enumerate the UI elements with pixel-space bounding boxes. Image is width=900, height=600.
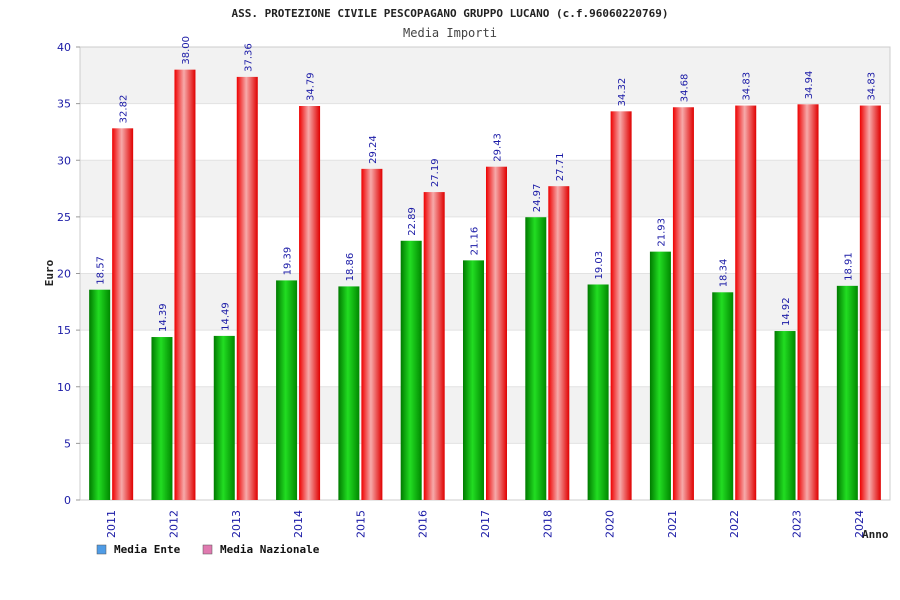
y-tick-label: 30 [57, 154, 71, 167]
y-tick-label: 25 [57, 211, 71, 224]
x-tick-label-2023: 2023 [791, 510, 804, 538]
data-label-media-nazionale-2017: 29.43 [493, 133, 504, 162]
x-axis-label: Anno [862, 528, 889, 541]
x-tick-label-2017: 2017 [479, 510, 492, 538]
x-tick-label-2018: 2018 [541, 510, 554, 538]
data-label-media-nazionale-2015: 29.24 [368, 135, 379, 164]
data-label-media-ente-2023: 14.92 [781, 297, 792, 326]
y-tick-label: 35 [57, 98, 71, 111]
y-tick-label: 0 [64, 494, 71, 507]
value-labels: 18.57 32.82 14.39 38.00 14.49 37.36 19.39 34.79… [96, 36, 878, 332]
data-label-media-nazionale-2013: 37.36 [243, 43, 254, 72]
grid-band [80, 386, 890, 444]
bar-media-nazionale-2013 [236, 76, 258, 500]
grid-band [80, 443, 890, 500]
bar-media-ente-2022 [712, 292, 734, 500]
y-axis-ticks: 0 5 10 15 20 25 30 35 40 [57, 41, 80, 507]
x-axis-ticks: 2011 2012 2013 2014 2015 2016 2017 2018 2020 2021… [105, 510, 866, 538]
data-label-media-ente-2020: 19.03 [594, 251, 605, 280]
data-label-media-ente-2017: 21.16 [470, 227, 481, 256]
bar-media-nazionale-2020 [610, 111, 632, 501]
data-label-media-ente-2013: 14.49 [220, 302, 231, 331]
data-label-media-ente-2022: 18.34 [719, 259, 730, 288]
data-label-media-ente-2011: 18.57 [96, 256, 107, 285]
data-label-media-ente-2016: 22.89 [407, 207, 418, 236]
bar-media-ente-2013 [213, 335, 235, 500]
grid-band [80, 216, 890, 274]
bar-media-ente-2012 [151, 337, 173, 500]
data-label-media-ente-2012: 14.39 [158, 303, 169, 332]
legend-swatch-media-ente [96, 544, 107, 555]
legend-label-media-nazionale: Media Nazionale [220, 543, 320, 556]
bar-media-ente-2015 [338, 286, 360, 500]
legend-label-media-ente: Media Ente [114, 543, 181, 556]
chart-title: ASS. PROTEZIONE CIVILE PESCOPAGANO GRUPP… [231, 7, 668, 20]
y-tick-label: 40 [57, 41, 71, 54]
x-tick-label-2021: 2021 [666, 510, 679, 538]
bar-media-ente-2018 [525, 217, 547, 500]
x-tick-label-2014: 2014 [292, 510, 305, 538]
grid-band [80, 103, 890, 161]
data-label-media-nazionale-2020: 34.32 [617, 78, 628, 107]
x-tick-label-2015: 2015 [354, 510, 367, 538]
data-label-media-ente-2021: 21.93 [656, 218, 667, 247]
bar-media-nazionale-2017 [486, 166, 507, 500]
data-label-media-nazionale-2014: 34.79 [306, 72, 317, 101]
bars [89, 69, 881, 501]
x-tick-label-2012: 2012 [167, 510, 180, 538]
bar-media-ente-2017 [463, 260, 484, 500]
data-label-media-ente-2018: 24.97 [532, 184, 543, 213]
y-tick-label: 10 [57, 381, 71, 394]
bar-media-nazionale-2021 [672, 107, 694, 501]
y-axis-label: Euro [43, 259, 56, 286]
x-tick-label-2020: 2020 [604, 510, 617, 538]
bar-media-ente-2014 [276, 280, 298, 500]
grid-band [80, 330, 890, 387]
x-tick-label-2022: 2022 [728, 510, 741, 538]
bar-media-nazionale-2015 [361, 168, 383, 500]
grid-band [80, 47, 890, 104]
bar-media-nazionale-2023 [797, 104, 819, 500]
data-label-media-nazionale-2022: 34.83 [742, 72, 753, 101]
x-tick-label-2016: 2016 [417, 510, 430, 538]
y-tick-label: 5 [64, 437, 71, 450]
bar-media-ente-2023 [774, 331, 796, 500]
data-label-media-nazionale-2021: 34.68 [679, 74, 690, 103]
bar-media-nazionale-2012 [174, 69, 196, 501]
chart-subtitle: Media Importi [403, 26, 497, 40]
bar-media-ente-2016 [400, 240, 422, 500]
bar-media-ente-2024 [836, 285, 858, 500]
bar-media-nazionale-2024 [859, 105, 881, 501]
bar-media-nazionale-2022 [735, 105, 757, 501]
bar-media-nazionale-2016 [423, 192, 445, 501]
data-label-media-nazionale-2012: 38.00 [181, 36, 192, 65]
legend: Media Ente Media Nazionale [96, 543, 320, 556]
bar-media-nazionale-2011 [112, 128, 134, 500]
x-tick-label-2013: 2013 [230, 510, 243, 538]
data-label-media-nazionale-2023: 34.94 [804, 71, 815, 100]
data-label-media-nazionale-2024: 34.83 [866, 72, 877, 101]
x-tick-label-2024: 2024 [853, 510, 866, 538]
data-label-media-ente-2024: 18.91 [843, 252, 854, 281]
y-tick-label: 20 [57, 268, 71, 281]
bar-media-nazionale-2018 [548, 186, 570, 500]
data-label-media-ente-2015: 18.86 [345, 253, 356, 282]
plot-background [79, 46, 891, 501]
bar-media-ente-2021 [649, 251, 671, 500]
bar-media-ente-2011 [89, 289, 111, 500]
data-label-media-nazionale-2016: 27.19 [430, 158, 441, 187]
data-label-media-nazionale-2011: 32.82 [119, 95, 130, 124]
data-label-media-nazionale-2018: 27.71 [555, 153, 566, 182]
bar-media-nazionale-2014 [299, 106, 321, 501]
data-label-media-ente-2014: 19.39 [283, 247, 294, 276]
legend-swatch-media-nazionale [202, 544, 213, 555]
grid-band [80, 273, 890, 331]
y-tick-label: 15 [57, 324, 71, 337]
x-tick-label-2011: 2011 [105, 510, 118, 538]
bar-media-ente-2020 [587, 284, 609, 500]
grid-band [80, 160, 890, 217]
